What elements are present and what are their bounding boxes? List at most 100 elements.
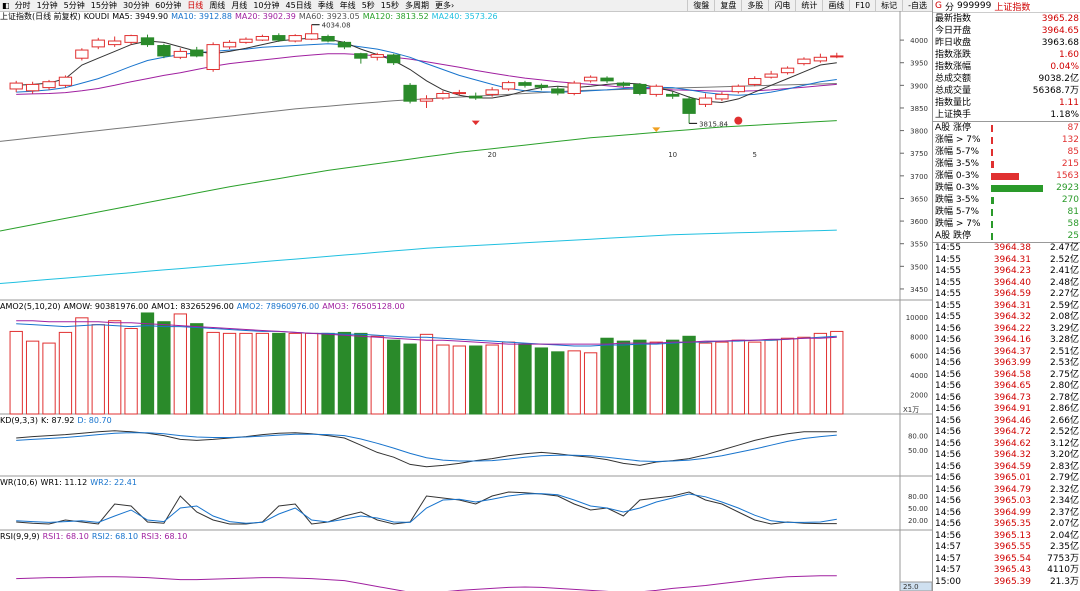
y-tick-label: 3600 xyxy=(910,218,928,226)
tick-amount: 2.75亿 xyxy=(1049,369,1079,380)
tick-price: 3964.59 xyxy=(993,461,1031,472)
amo-bar xyxy=(600,337,614,415)
period-tab[interactable]: 周线 xyxy=(209,1,226,10)
quote-value: 1.11 xyxy=(1058,98,1079,108)
tick-row: 14:57 3965.55 2.35亿 xyxy=(933,542,1080,554)
signal-diamond-icon xyxy=(471,120,480,126)
quote-label: 昨日收盘 xyxy=(935,38,972,48)
candle xyxy=(370,54,384,58)
amo-bar xyxy=(715,341,729,415)
toolbar-right-tab[interactable]: 多股 xyxy=(741,0,768,11)
tick-time: 14:56 xyxy=(935,427,961,437)
toolbar-right-tab[interactable]: 闪电 xyxy=(768,0,795,11)
period-tab[interactable]: 年线 xyxy=(339,1,356,10)
candle xyxy=(485,89,499,95)
period-tab[interactable]: 分时 xyxy=(14,1,31,10)
candle xyxy=(633,83,647,94)
y-tick-label: 3550 xyxy=(910,241,928,249)
tick-time: 14:57 xyxy=(935,542,961,552)
tick-row: 14:55 3964.59 2.27亿 xyxy=(933,289,1080,301)
toolbar-right-tab[interactable]: 画线 xyxy=(822,0,849,11)
ma5-line xyxy=(16,37,837,104)
toolbar-right-tab[interactable]: -自选 xyxy=(902,0,932,11)
tick-time: 14:56 xyxy=(935,323,961,334)
breadth-rows: A股 涨停 87 涨幅 > 7% 132 涨幅 5-7% 85 涨幅 3-5% 215 涨幅 0… xyxy=(933,122,1080,242)
tick-price: 3965.03 xyxy=(993,496,1031,506)
tick-row: 14:56 3964.32 3.20亿 xyxy=(933,450,1080,462)
period-tab[interactable]: 45日线 xyxy=(285,1,312,10)
k-line xyxy=(16,430,837,468)
tick-row: 15:00 3965.39 21.3万 xyxy=(933,577,1080,589)
indicator-value: AMOW: 90381976.00 xyxy=(63,302,149,311)
amo-ma1-line xyxy=(16,323,837,347)
tick-price: 3964.46 xyxy=(993,415,1031,426)
tick-amount: 2.48亿 xyxy=(1049,277,1079,288)
tick-row: 14:56 3965.13 2.04亿 xyxy=(933,531,1080,543)
toolbar-right-tab[interactable]: 復盤 xyxy=(687,0,714,11)
tick-row: 14:56 3964.73 2.78亿 xyxy=(933,393,1080,405)
breadth-label: 跌幅 5-7% xyxy=(935,207,980,217)
amo-bar xyxy=(387,339,401,415)
quote-row: 指数涨幅 0.04% xyxy=(933,61,1080,73)
rsi-corner-label: 25.0 xyxy=(903,583,919,591)
candle xyxy=(354,53,368,59)
breadth-row: 跌幅 5-7% 81 xyxy=(933,206,1080,218)
period-tab[interactable]: 10分钟 xyxy=(253,1,280,10)
d-line xyxy=(16,432,837,463)
tick-price: 3964.32 xyxy=(993,450,1031,460)
period-tab[interactable]: 更多› xyxy=(434,1,455,10)
candle xyxy=(387,54,401,64)
period-tab[interactable]: 5秒 xyxy=(361,1,375,10)
period-tab[interactable]: 60分钟 xyxy=(155,1,182,10)
amo-bar xyxy=(140,312,155,415)
tick-time: 14:56 xyxy=(935,392,961,403)
amo-bar xyxy=(666,339,680,415)
breadth-label: 跌幅 0-3% xyxy=(935,183,980,193)
amo-y-tick-label: 6000 xyxy=(910,353,928,361)
tick-price: 3964.99 xyxy=(993,507,1031,518)
tick-amount: 3.29亿 xyxy=(1049,323,1079,334)
tick-row: 14:56 3964.62 3.12亿 xyxy=(933,439,1080,451)
amo-bar xyxy=(419,333,434,415)
indicator-value: RSI2: 68.10 xyxy=(91,532,139,541)
breadth-count: 132 xyxy=(1061,135,1079,145)
candle xyxy=(469,95,483,99)
amo-bar xyxy=(403,343,417,415)
signal-diamond-icon xyxy=(652,127,661,132)
period-tab[interactable]: 季线 xyxy=(317,1,334,10)
tick-time: 14:57 xyxy=(935,565,961,575)
amo-bar xyxy=(75,317,89,415)
toolbar-right-tab[interactable]: 统计 xyxy=(795,0,822,11)
amo-bar xyxy=(124,328,138,415)
tick-time: 14:56 xyxy=(935,404,961,414)
period-tab[interactable]: 5分钟 xyxy=(63,1,85,10)
candle xyxy=(518,82,532,86)
toolbar-icon[interactable]: ◧ xyxy=(2,1,10,10)
amo-bar xyxy=(370,335,384,415)
tick-list[interactable]: 14:55 3964.38 2.47亿 14:55 3964.31 2.52亿 14:55 3… xyxy=(933,243,1080,588)
period-tab[interactable]: 30分钟 xyxy=(122,1,150,10)
period-tab[interactable]: 日线 xyxy=(187,1,204,10)
tick-amount: 2.37亿 xyxy=(1049,507,1079,518)
period-tab[interactable]: 15分钟 xyxy=(90,1,117,10)
tick-amount: 2.47亿 xyxy=(1049,243,1079,253)
toolbar-right-tab[interactable]: F10 xyxy=(849,0,875,11)
period-tab[interactable]: 15秒 xyxy=(380,1,399,10)
tick-price: 3964.23 xyxy=(993,266,1031,276)
kline-chart[interactable]: 4000 3950 3900 3850 3800 3750 3700 3650 3600 3550… xyxy=(0,0,932,591)
breadth-bar-track xyxy=(991,196,1049,204)
tick-price: 3964.72 xyxy=(993,427,1031,437)
tick-row: 14:55 3964.31 2.52亿 xyxy=(933,255,1080,267)
toolbar-right-tab[interactable]: 标记 xyxy=(875,0,902,11)
period-tab[interactable]: 1分钟 xyxy=(36,1,58,10)
toolbar-right-tab[interactable]: 复盘 xyxy=(714,0,741,11)
amo-y-tick-label: 10000 xyxy=(906,314,928,322)
amo-bar xyxy=(567,350,581,415)
quote-value: 3964.65 xyxy=(1041,26,1079,36)
tick-price: 3963.99 xyxy=(993,358,1031,368)
amo-y-tick-label: 8000 xyxy=(910,333,928,341)
period-tab[interactable]: 多周期 xyxy=(404,1,429,10)
period-tab[interactable]: 月线 xyxy=(231,1,248,10)
tick-row: 14:55 3964.23 2.41亿 xyxy=(933,266,1080,278)
candle xyxy=(190,49,204,57)
